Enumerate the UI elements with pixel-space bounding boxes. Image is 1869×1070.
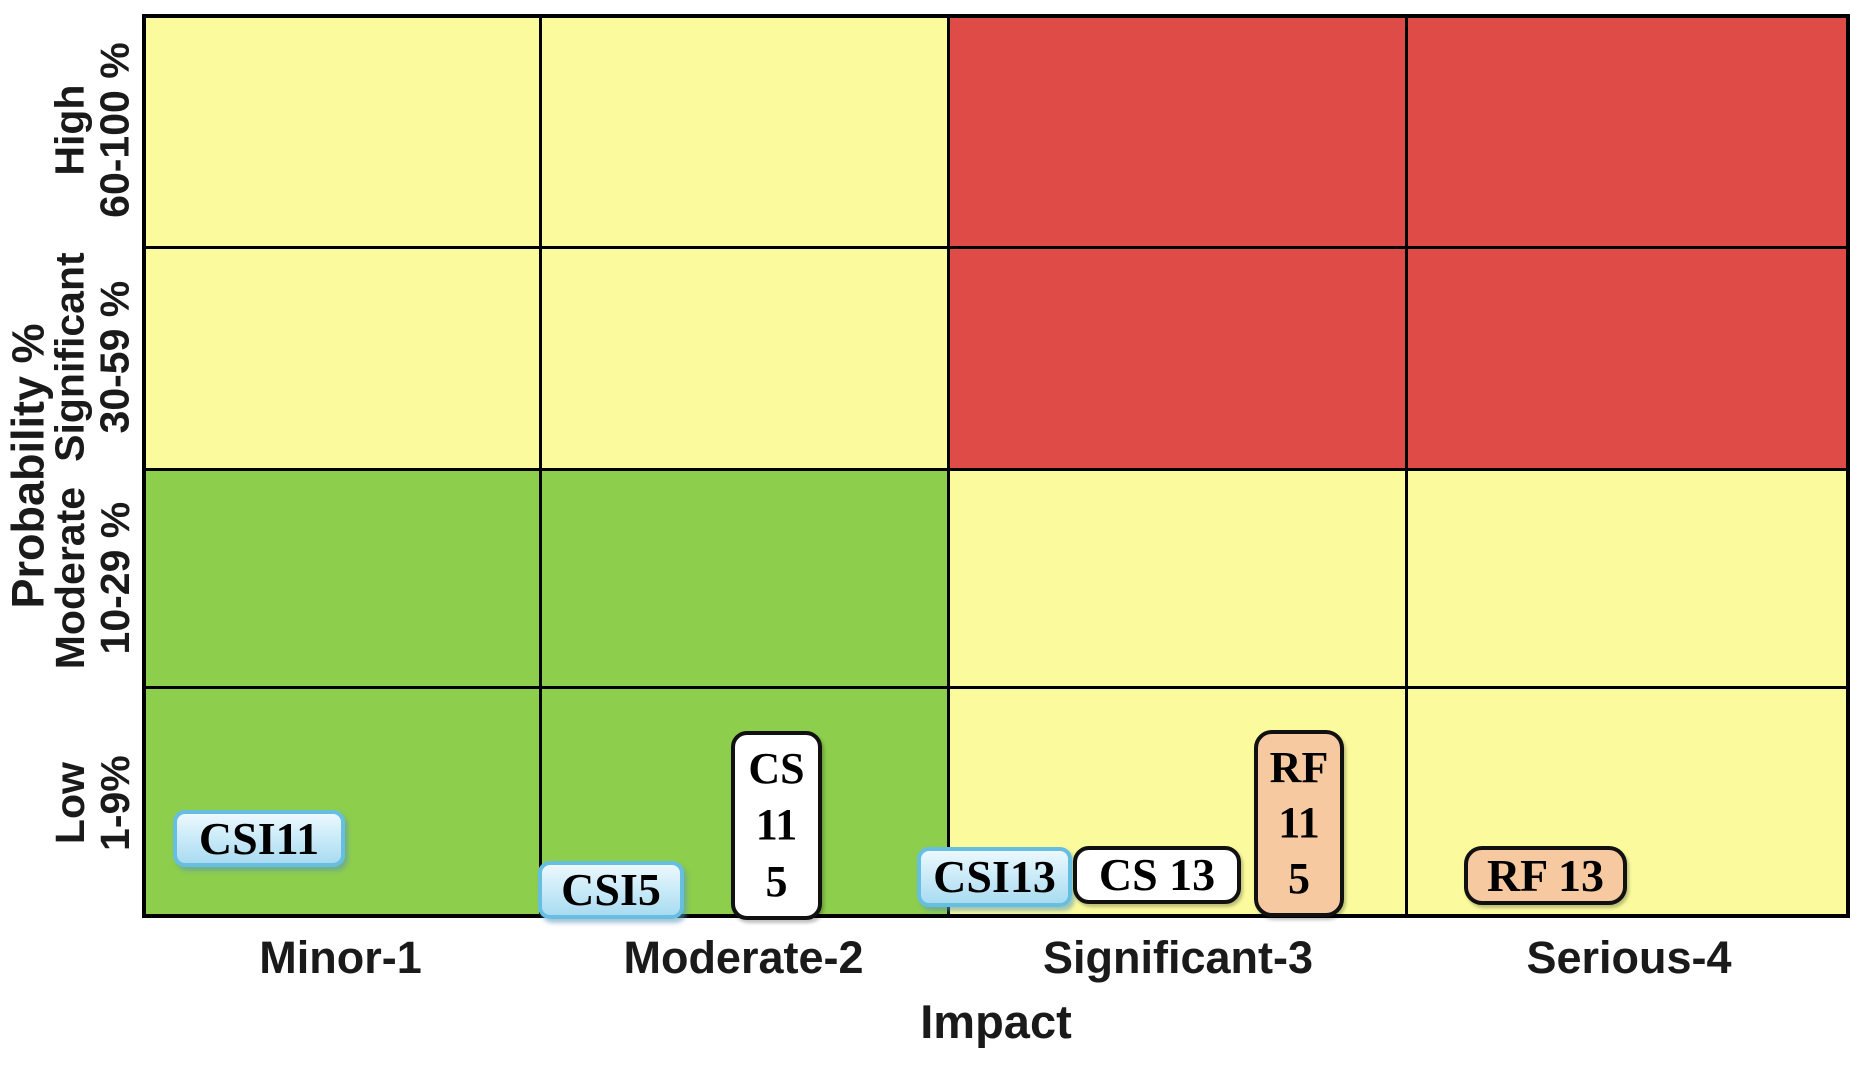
marker-cs-13: CS 13 [1073, 846, 1241, 904]
marker-label: 11 [755, 800, 798, 850]
cell-moderate-minor-1 [146, 471, 539, 686]
y-tick-significant: Significant 30-59 % [46, 246, 140, 469]
marker-rf-13: RF 13 [1464, 846, 1627, 905]
cell-high-moderate-2 [542, 18, 947, 246]
cell-significant-serious-4 [1408, 249, 1846, 468]
cell-low-minor-1 [146, 689, 539, 914]
y-tick-name: High [46, 84, 93, 176]
marker-csi5: CSI5 [538, 861, 684, 919]
x-tick-significant-3: Significant-3 [1042, 932, 1314, 983]
y-tick-range: 30-59 % [92, 281, 139, 434]
cell-high-minor-1 [146, 18, 539, 246]
y-tick-name: Moderate [46, 487, 93, 670]
marker-label: 11 [1278, 798, 1320, 848]
cell-high-serious-4 [1408, 18, 1846, 246]
marker-label: CSI5 [561, 864, 661, 915]
y-tick-low: Low 1-9% [46, 688, 140, 918]
y-tick-high: High 60-100 % [46, 14, 140, 246]
marker-label: 5 [765, 856, 788, 906]
y-tick-range: 60-100 % [92, 42, 139, 218]
marker-rf-11-5: RF 11 5 [1254, 730, 1344, 917]
marker-csi11: CSI11 [173, 810, 345, 867]
marker-csi13: CSI13 [917, 847, 1072, 907]
marker-label: CSI13 [933, 851, 1056, 902]
cell-moderate-serious-4 [1408, 471, 1846, 686]
marker-label: RF 13 [1486, 849, 1605, 901]
x-tick-serious-4: Serious-4 [1526, 932, 1732, 983]
cell-significant-significant-3 [950, 249, 1405, 468]
x-axis-title: Impact [920, 995, 1072, 1048]
y-tick-name: Low [46, 762, 93, 844]
marker-label: 5 [1288, 854, 1310, 904]
marker-label: CSI11 [198, 812, 320, 864]
x-tick-moderate-2: Moderate-2 [623, 932, 864, 983]
risk-grid [142, 14, 1850, 918]
marker-label: CS 13 [1098, 849, 1216, 900]
y-tick-range: 10-29 % [92, 502, 139, 655]
cell-moderate-significant-3 [950, 471, 1405, 686]
x-tick-minor-1: Minor-1 [259, 932, 422, 983]
y-tick-range: 1-9% [92, 755, 138, 851]
marker-cs-11-5: CS 11 5 [731, 731, 822, 920]
marker-label: CS [748, 744, 805, 794]
y-tick-moderate: Moderate 10-29 % [46, 469, 140, 688]
cell-high-significant-3 [950, 18, 1405, 246]
cell-significant-minor-1 [146, 249, 539, 468]
cell-moderate-moderate-2 [542, 471, 947, 686]
marker-label: RF [1269, 742, 1329, 792]
cell-significant-moderate-2 [542, 249, 947, 468]
y-tick-name: Significant [46, 252, 93, 463]
